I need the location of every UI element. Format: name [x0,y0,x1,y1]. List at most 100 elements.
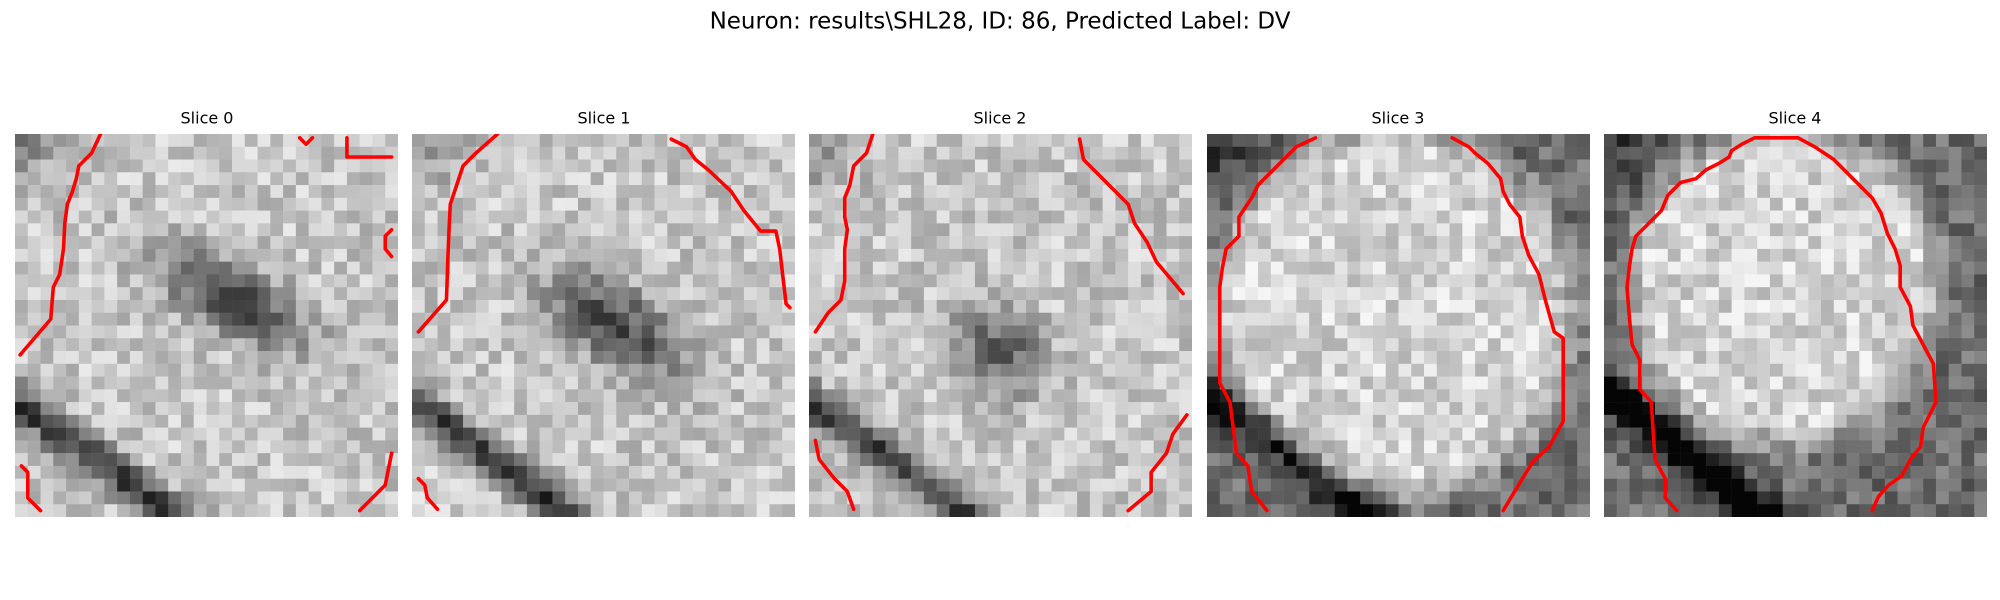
pixel [1309,287,1323,301]
pixel [1487,338,1501,352]
pixel [1064,172,1078,186]
pixel [206,210,220,224]
pixel [1923,146,1937,160]
pixel [565,185,579,199]
pixel [962,465,976,479]
pixel [1872,172,1886,186]
pixel [1795,172,1809,186]
pixel [1064,197,1078,211]
pixel [654,287,668,301]
pixel [424,274,438,288]
pixel [1398,261,1412,275]
pixel [334,134,348,148]
pixel [104,453,118,467]
pixel [437,210,451,224]
pixel [1821,312,1835,326]
pixel [1833,363,1847,377]
pixel [743,274,757,288]
pixel [1207,210,1221,224]
pixel [885,185,899,199]
pixel [731,389,745,403]
pixel [860,351,874,365]
pixel [680,351,694,365]
pixel [1026,134,1040,148]
pixel [1270,299,1284,313]
pixel [424,172,438,186]
pixel [1859,312,1873,326]
pixel [616,223,630,237]
pixel [1693,134,1707,148]
pixel [385,197,398,211]
pixel [346,427,360,441]
pixel [1347,440,1361,454]
pixel [526,389,540,403]
pixel [654,248,668,262]
pixel [78,376,92,390]
pixel [911,414,925,428]
pixel [654,197,668,211]
pixel [1115,172,1129,186]
pixel [104,312,118,326]
pixel [1564,389,1578,403]
pixel [923,274,937,288]
pixel [616,210,630,224]
pixel [117,210,131,224]
pixel [1334,299,1348,313]
pixel [1948,185,1962,199]
pixel [1309,312,1323,326]
pixel [1961,465,1975,479]
pixel [219,427,233,441]
pixel [987,504,1001,517]
pixel [885,389,899,403]
pixel [1462,453,1476,467]
pixel [1166,389,1180,403]
pixel [539,325,553,339]
pixel [629,236,643,250]
pixel [847,440,861,454]
pixel [1347,287,1361,301]
pixel [1693,185,1707,199]
pixel [1411,146,1425,160]
pixel [244,172,258,186]
pixel [206,465,220,479]
pixel [1207,185,1221,199]
pixel [321,478,335,492]
pixel [1309,261,1323,275]
pixel [1334,338,1348,352]
pixel [1296,402,1310,416]
pixel [1821,261,1835,275]
pixel [1629,172,1643,186]
pixel [987,299,1001,313]
pixel [1833,312,1847,326]
pixel [936,274,950,288]
pixel [577,261,591,275]
pixel [1706,427,1720,441]
pixel [629,427,643,441]
pixel [1910,465,1924,479]
pixel [705,261,719,275]
pixel [1833,223,1847,237]
pixel [219,159,233,173]
pixel [437,299,451,313]
pixel [1872,299,1886,313]
pixel [1513,248,1527,262]
pixel [885,299,899,313]
pixel [1604,159,1618,173]
pixel [1782,325,1796,339]
pixel [1616,197,1630,211]
pixel [1604,427,1618,441]
pixel [603,248,617,262]
pixel [1500,440,1514,454]
pixel [168,504,182,517]
pixel [1051,363,1065,377]
pixel [590,236,604,250]
pixel [359,210,373,224]
pixel [1309,414,1323,428]
pixel [1219,453,1233,467]
pixel [552,440,566,454]
pixel [346,504,360,517]
pixel [577,159,591,173]
pixel [1424,427,1438,441]
pixel [1026,453,1040,467]
pixel [1089,197,1103,211]
